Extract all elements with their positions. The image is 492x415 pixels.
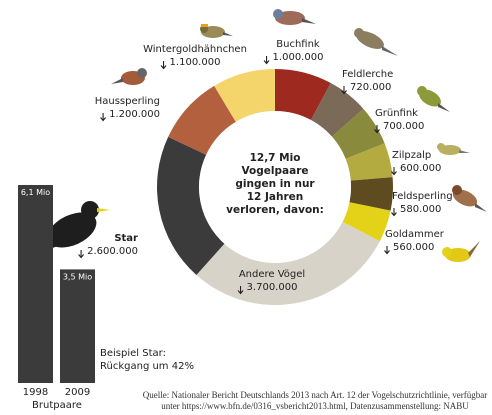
donut-segment: [196, 221, 380, 305]
bar-category: 1998: [23, 387, 48, 398]
donut-segment: [310, 83, 364, 137]
center-text: Vogelpaare: [242, 165, 309, 177]
segment-label: Grünfink: [375, 108, 418, 119]
donut-segment: [349, 177, 393, 211]
down-arrow: [78, 250, 85, 259]
bar-value: 6,1 Mio: [21, 188, 50, 197]
segment-label: Feldlerche: [342, 69, 393, 80]
segment-value: 1.100.000: [170, 57, 221, 68]
segment-label: Feldsperling: [392, 191, 453, 202]
segment-value: 560.000: [393, 242, 434, 253]
down-arrow: [237, 286, 244, 295]
donut-segment: [345, 143, 393, 181]
segment-value: 580.000: [400, 204, 441, 215]
segment-label: Wintergoldhähnchen: [143, 44, 247, 55]
center-text: verloren, davon:: [226, 204, 324, 216]
down-arrow: [341, 86, 347, 95]
down-arrow: [160, 61, 167, 70]
segment-label: Goldammer: [385, 229, 445, 240]
center-text: 12 Jahren: [247, 191, 304, 203]
segment-value: 2.600.000: [87, 246, 138, 257]
down-arrow: [100, 113, 107, 122]
segment-value: 600.000: [400, 163, 441, 174]
bar-category: 2009: [65, 387, 90, 398]
donut-segment: [275, 69, 331, 121]
donut-segment: [331, 108, 385, 159]
center-text: gingen in nur: [235, 178, 315, 190]
source-note: Quelle: Nationaler Bericht Deutschlands …: [143, 390, 488, 400]
down-arrow: [384, 246, 390, 255]
down-arrow: [391, 208, 397, 217]
bar: [18, 185, 53, 383]
segment-value: 720.000: [350, 82, 391, 93]
bar-value: 3,5 Mio: [63, 272, 92, 281]
donut-segment: [156, 136, 225, 276]
segment-value: 3.700.000: [247, 282, 298, 293]
down-arrow: [391, 167, 397, 176]
center-text: 12,7 Mio: [250, 152, 301, 164]
source-note: unter https://www.bfn.de/0316_vsbericht2…: [161, 401, 469, 411]
caption: Rückgang um 42%: [100, 361, 194, 372]
segment-value: 1.000.000: [273, 52, 324, 63]
segment-label: Zilpzalp: [392, 150, 431, 161]
segment-label: Buchfink: [276, 39, 320, 50]
segment-label: Star: [114, 233, 138, 244]
segment-label: Andere Vögel: [239, 269, 305, 280]
segment-value: 700.000: [383, 121, 424, 132]
segment-label: Haussperling: [95, 96, 160, 107]
caption: Beispiel Star:: [100, 348, 166, 359]
down-arrow: [263, 56, 270, 65]
donut-segment: [168, 85, 236, 155]
donut-segment: [214, 69, 275, 122]
donut-segment: [342, 202, 391, 242]
bar: [60, 269, 95, 383]
segment-value: 1.200.000: [109, 109, 160, 120]
axis-label: Brutpaare: [32, 400, 82, 411]
down-arrow: [374, 125, 380, 134]
donut-hole: [199, 111, 351, 263]
